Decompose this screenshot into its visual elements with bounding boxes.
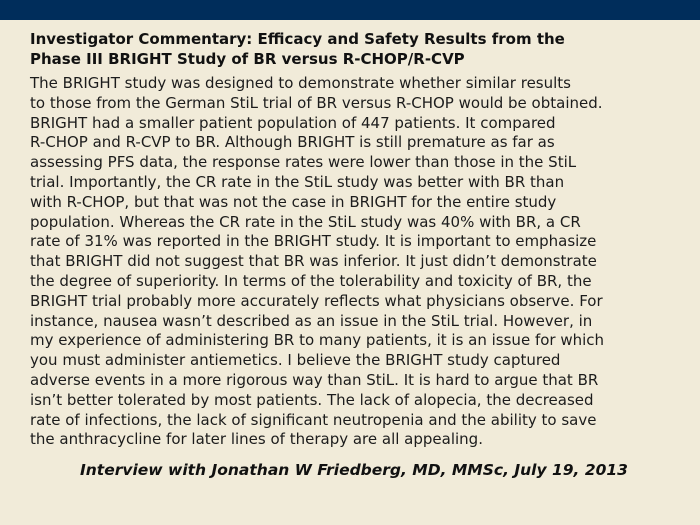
header-bar [0, 0, 700, 20]
body-line: BRIGHT had a smaller patient population … [30, 113, 556, 132]
body-line: to those from the German StiL trial of B… [30, 93, 603, 112]
commentary-body: The BRIGHT study was designed to demonst… [30, 74, 604, 450]
citation: Interview with Jonathan W Friedberg, MD,… [80, 461, 628, 479]
body-line: that BRIGHT did not suggest that BR was … [30, 252, 597, 271]
body-line: rate of infections, the lack of signific… [30, 410, 597, 429]
body-line: population. Whereas the CR rate in the S… [30, 212, 581, 231]
body-line: adverse events in a more rigorous way th… [30, 370, 599, 389]
title-line: Investigator Commentary: Efficacy and Sa… [30, 30, 565, 48]
body-line: assessing PFS data, the response rates w… [30, 153, 577, 172]
slide-title: Investigator Commentary: Efficacy and Sa… [30, 29, 565, 69]
body-line: R-CHOP and R-CVP to BR. Although BRIGHT … [30, 133, 555, 152]
body-line: the degree of superiority. In terms of t… [30, 271, 592, 290]
body-line: trial. Importantly, the CR rate in the S… [30, 172, 565, 191]
body-line: the anthracycline for later lines of the… [30, 430, 483, 449]
body-line: The BRIGHT study was designed to demonst… [30, 74, 571, 92]
body-line: my experience of administering BR to man… [30, 331, 605, 350]
title-line: Phase III BRIGHT Study of BR versus R-CH… [30, 50, 465, 68]
body-line: isn’t better tolerated by most patients.… [30, 390, 594, 409]
body-line: instance, nausea wasn’t described as an … [30, 311, 593, 330]
body-line: BRIGHT trial probably more accurately re… [30, 291, 603, 310]
body-line: you must administer antiemetics. I belie… [30, 351, 561, 370]
body-line: rate of 31% was reported in the BRIGHT s… [30, 232, 597, 251]
body-line: with R-CHOP, but that was not the case i… [30, 192, 557, 211]
